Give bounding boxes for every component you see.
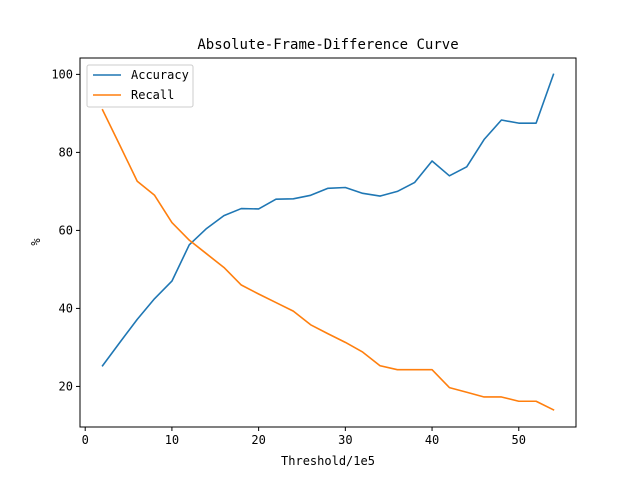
x-axis-ticks: 0 10 20 30 40 50 bbox=[82, 427, 526, 447]
x-axis-label: Threshold/1e5 bbox=[281, 454, 375, 468]
y-tick-label: 40 bbox=[59, 301, 73, 315]
series-lines bbox=[101, 73, 555, 411]
legend-label-accuracy: Accuracy bbox=[131, 68, 189, 82]
y-axis-label: % bbox=[29, 238, 43, 246]
x-tick-label: 30 bbox=[338, 433, 352, 447]
plot-frame bbox=[79, 57, 577, 428]
series-line-accuracy bbox=[101, 73, 555, 367]
x-tick-label: 10 bbox=[165, 433, 179, 447]
series-line-recall bbox=[101, 108, 555, 411]
x-tick-label: 0 bbox=[82, 433, 89, 447]
legend: Accuracy Recall bbox=[86, 64, 194, 108]
y-tick-label: 20 bbox=[59, 379, 73, 393]
x-tick-label: 20 bbox=[251, 433, 265, 447]
y-tick-label: 80 bbox=[59, 145, 73, 159]
legend-label-recall: Recall bbox=[131, 88, 174, 102]
y-axis-ticks: 20 40 60 80 100 bbox=[51, 67, 80, 393]
x-tick-label: 40 bbox=[425, 433, 439, 447]
chart-title: Absolute-Frame-Difference Curve bbox=[197, 37, 458, 53]
y-tick-label: 100 bbox=[51, 67, 73, 81]
y-tick-label: 60 bbox=[59, 223, 73, 237]
plot-area bbox=[80, 58, 576, 427]
x-tick-label: 50 bbox=[512, 433, 526, 447]
